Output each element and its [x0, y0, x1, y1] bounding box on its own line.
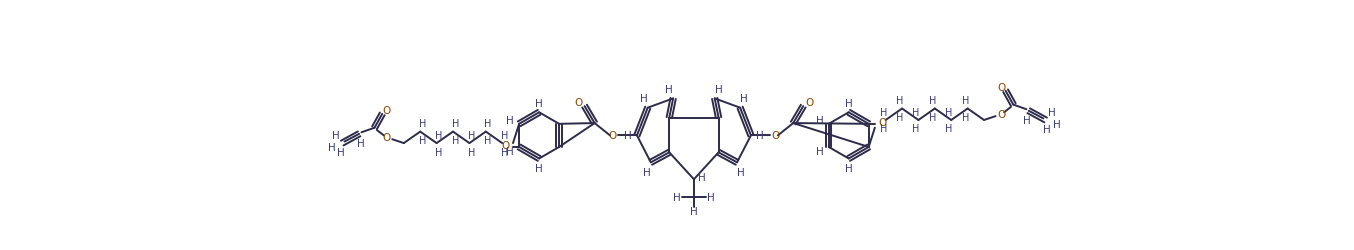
- Text: O: O: [998, 82, 1006, 92]
- Text: H: H: [337, 148, 344, 158]
- Text: H: H: [1048, 108, 1056, 118]
- Text: H: H: [961, 112, 969, 122]
- Text: O: O: [772, 131, 780, 141]
- Text: H: H: [707, 192, 715, 202]
- Text: H: H: [506, 116, 513, 126]
- Text: H: H: [1052, 119, 1060, 129]
- Text: H: H: [741, 94, 747, 104]
- Text: H: H: [624, 131, 631, 141]
- Text: H: H: [435, 147, 443, 157]
- Text: H: H: [896, 96, 903, 106]
- Text: H: H: [435, 130, 443, 140]
- Text: O: O: [382, 106, 390, 116]
- Text: O: O: [382, 132, 390, 142]
- Text: O: O: [574, 98, 582, 108]
- Text: H: H: [643, 167, 651, 177]
- Text: H: H: [501, 130, 508, 140]
- Text: H: H: [945, 124, 953, 134]
- Text: O: O: [879, 117, 887, 127]
- Text: H: H: [929, 112, 936, 122]
- Text: H: H: [757, 131, 764, 141]
- Text: H: H: [665, 85, 673, 95]
- Text: H: H: [691, 206, 697, 216]
- Text: H: H: [929, 96, 936, 106]
- Text: H: H: [640, 94, 647, 104]
- Text: H: H: [715, 85, 723, 95]
- Text: H: H: [1024, 116, 1030, 126]
- Text: H: H: [535, 163, 543, 173]
- Text: H: H: [815, 116, 823, 126]
- Text: H: H: [880, 107, 887, 117]
- Text: H: H: [845, 163, 853, 173]
- Text: H: H: [501, 147, 508, 157]
- Text: O: O: [806, 98, 814, 108]
- Text: H: H: [332, 131, 340, 141]
- Text: H: H: [1044, 125, 1051, 135]
- Text: H: H: [961, 96, 969, 106]
- Text: O: O: [501, 140, 509, 150]
- Text: H: H: [328, 142, 336, 152]
- Text: H: H: [945, 107, 953, 117]
- Text: H: H: [418, 136, 427, 145]
- Text: O: O: [608, 131, 616, 141]
- Text: H: H: [506, 146, 513, 156]
- Text: H: H: [357, 138, 364, 148]
- Text: H: H: [913, 107, 919, 117]
- Text: H: H: [485, 119, 492, 128]
- Text: H: H: [452, 136, 459, 145]
- Text: H: H: [697, 172, 705, 182]
- Text: H: H: [815, 146, 823, 156]
- Text: O: O: [998, 110, 1006, 119]
- Text: H: H: [485, 136, 492, 145]
- Text: H: H: [418, 119, 427, 128]
- Text: H: H: [468, 147, 475, 157]
- Text: H: H: [535, 99, 543, 108]
- Text: H: H: [452, 119, 459, 128]
- Text: H: H: [737, 167, 745, 177]
- Text: H: H: [880, 124, 887, 134]
- Text: H: H: [845, 99, 853, 108]
- Text: H: H: [913, 124, 919, 134]
- Text: H: H: [468, 130, 475, 140]
- Text: H: H: [673, 192, 681, 202]
- Text: H: H: [896, 112, 903, 122]
